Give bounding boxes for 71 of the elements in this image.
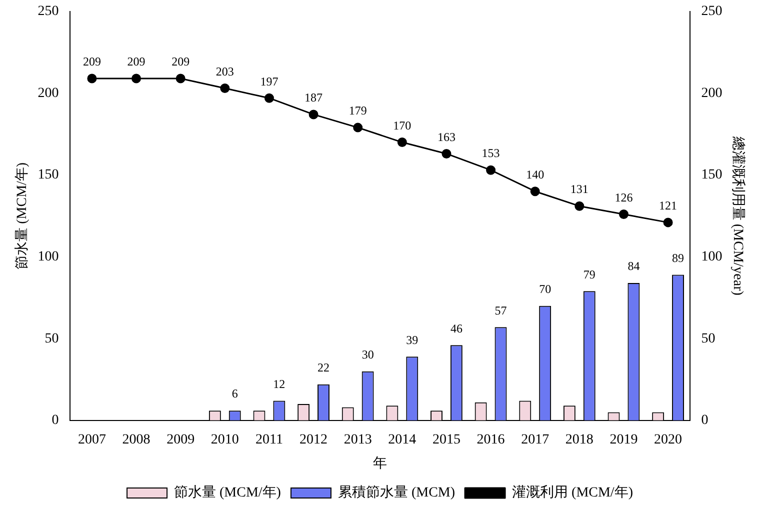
data-label: 12 [273, 376, 286, 391]
point [176, 74, 186, 84]
x-tick-label: 2011 [255, 432, 283, 448]
y-tick-label: 250 [38, 4, 59, 20]
data-label: 70 [539, 282, 552, 296]
data-label: 209 [82, 54, 101, 69]
data-label: 39 [406, 332, 418, 347]
point [530, 186, 540, 196]
data-label: 6 [232, 386, 238, 401]
data-label: 126 [614, 190, 633, 204]
x-tick-label: 2017 [521, 432, 550, 448]
data-label: 170 [393, 118, 412, 132]
x-tick-label: 2012 [300, 432, 328, 448]
y-tick-label: 50 [44, 331, 59, 346]
point [486, 165, 496, 175]
legend-label: 累積節水量 (MCM) [338, 484, 456, 501]
y-tick-label: 100 [38, 249, 59, 264]
y2-tick-label: 100 [701, 249, 722, 264]
point [308, 110, 318, 120]
point [397, 138, 407, 148]
point [264, 93, 274, 103]
data-label: 89 [672, 250, 684, 265]
data-label: 79 [583, 267, 596, 282]
data-label: 22 [318, 360, 330, 375]
y2-tick-label: 250 [701, 4, 722, 20]
data-label: 46 [450, 321, 462, 336]
x-tick-label: 2007 [78, 432, 106, 448]
y2-tick-label: 200 [701, 86, 722, 101]
x-tick-label: 2016 [476, 432, 505, 448]
x-tick-label: 2015 [432, 432, 460, 448]
data-label: 121 [659, 198, 678, 213]
data-label: 84 [628, 259, 640, 274]
point [220, 84, 230, 94]
data-label: 179 [348, 104, 367, 118]
x-tick-label: 2019 [610, 432, 638, 448]
y-tick-label: 150 [38, 168, 59, 183]
x-tick-label: 2018 [565, 432, 594, 448]
x-axis-title: 年 [373, 455, 387, 472]
data-label: 197 [260, 74, 278, 88]
x-tick-label: 2010 [210, 432, 239, 448]
data-label: 163 [437, 130, 456, 144]
data-label: 209 [172, 54, 190, 69]
y2-tick-label: 0 [701, 413, 708, 428]
legend-label: 節水量 (MCM/年) [174, 484, 282, 501]
data-label: 30 [362, 347, 374, 362]
data-label: 187 [304, 90, 323, 105]
point [663, 218, 673, 228]
point [353, 122, 363, 132]
y2-axis-title: 總灌溉利用量 (MCM/year) [730, 135, 746, 296]
y-tick-label: 0 [52, 413, 59, 428]
data-label: 140 [526, 168, 544, 182]
x-tick-label: 2013 [344, 432, 372, 448]
y-axis-title: 節水量 (MCM/年) [14, 162, 30, 270]
data-label: 131 [570, 182, 588, 196]
data-label: 57 [494, 303, 507, 318]
legend-label: 灌溉利用 (MCM/年) [512, 484, 634, 501]
x-tick-label: 2009 [166, 432, 195, 448]
data-label: 203 [216, 64, 234, 78]
y2-tick-label: 50 [701, 331, 716, 346]
point [132, 74, 142, 84]
y-tick-label: 200 [38, 86, 59, 101]
y2-tick-label: 150 [701, 168, 722, 183]
data-label: 209 [127, 54, 146, 69]
x-tick-label: 2020 [654, 432, 682, 448]
x-tick-label: 2014 [388, 432, 416, 448]
point [574, 201, 584, 211]
point [87, 74, 97, 84]
x-tick-label: 2008 [122, 432, 150, 448]
point [618, 210, 628, 220]
data-label: 153 [482, 146, 500, 160]
point [442, 148, 452, 158]
